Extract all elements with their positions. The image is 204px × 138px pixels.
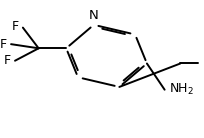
Text: F: F [0, 38, 7, 51]
Text: NH$_2$: NH$_2$ [169, 82, 194, 97]
Text: F: F [12, 20, 19, 33]
Text: F: F [4, 54, 11, 67]
Text: N: N [89, 9, 99, 22]
